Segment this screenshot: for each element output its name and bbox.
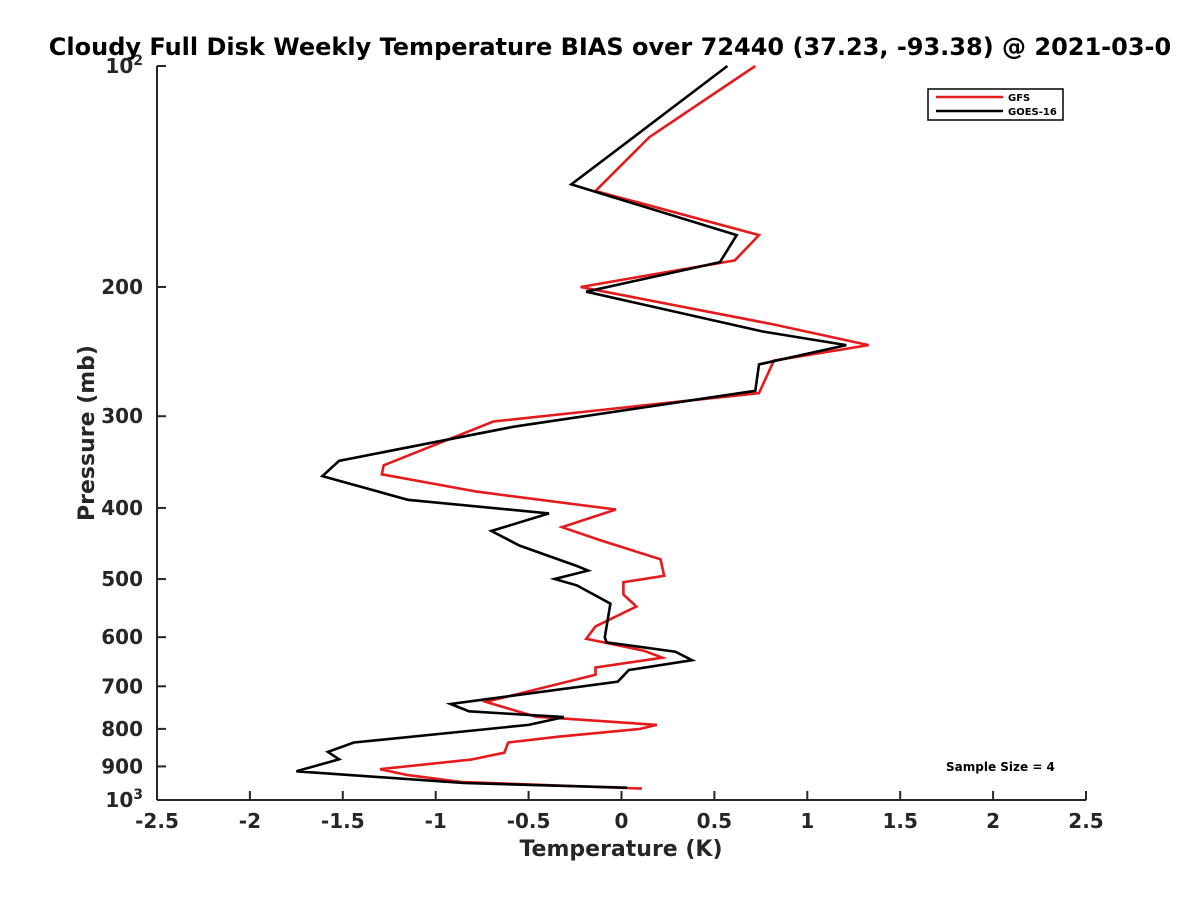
y-tick-label: 102 [105,53,143,78]
legend-label-goes16: GOES-16 [1008,107,1057,118]
x-tick-label: 1 [800,809,814,833]
x-axis-ticks: -2.5 -2 -1.5 -1 -0.5 0 0.5 1 1.5 2 2.5 [135,791,1104,833]
x-tick-label: 0.5 [697,809,732,833]
x-tick-label: -0.5 [507,809,551,833]
sample-size-annotation: Sample Size = 4 [946,760,1055,774]
y-tick-label: 800 [101,717,143,741]
x-tick-label: -2 [239,809,261,833]
x-axis-label: Temperature (K) [519,837,722,862]
y-axis-label: Pressure (mb) [75,345,100,521]
x-tick-label: -2.5 [135,809,179,833]
x-tick-label: 0 [615,809,629,833]
legend: GFS GOES-16 [927,88,1064,121]
chart-title: Cloudy Full Disk Weekly Temperature BIAS… [49,33,1171,61]
x-tick-label: 1.5 [882,809,917,833]
y-axis-ticks: 102 200 300 400 500 600 700 800 900 103 [101,53,166,812]
y-tick-label: 500 [101,567,143,591]
x-tick-label: -1 [425,809,447,833]
legend-label-gfs: GFS [1008,93,1030,104]
y-tick-label: 900 [101,754,143,778]
x-tick-label: 2.5 [1068,809,1103,833]
series-line-gfs [379,64,869,790]
x-tick-label: -1.5 [321,809,365,833]
series-line-goes16 [296,64,847,789]
y-tick-label: 103 [105,787,143,812]
x-tick-label: 2 [986,809,1000,833]
legend-box [927,88,1064,121]
plot-area [156,64,1086,801]
y-tick-label: 200 [101,275,143,299]
y-tick-label: 400 [101,496,143,520]
y-tick-label: 300 [101,404,143,428]
y-tick-label: 700 [101,674,143,698]
y-tick-label: 600 [101,625,143,649]
